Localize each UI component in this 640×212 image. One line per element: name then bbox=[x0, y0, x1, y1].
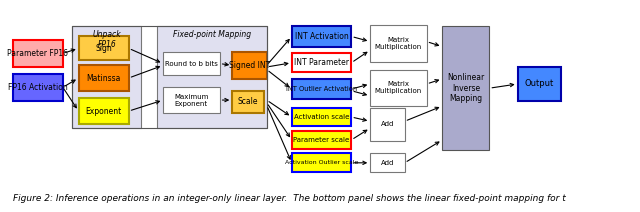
FancyBboxPatch shape bbox=[292, 53, 351, 72]
FancyBboxPatch shape bbox=[79, 36, 129, 60]
Text: Sign: Sign bbox=[95, 44, 112, 53]
FancyBboxPatch shape bbox=[163, 52, 220, 75]
Text: Unpack
FP16: Unpack FP16 bbox=[92, 30, 121, 49]
FancyBboxPatch shape bbox=[79, 65, 129, 91]
Text: Output: Output bbox=[525, 80, 554, 88]
FancyBboxPatch shape bbox=[72, 26, 141, 128]
Text: Nonlinear
Inverse
Mapping: Nonlinear Inverse Mapping bbox=[447, 73, 484, 103]
Text: Add: Add bbox=[381, 121, 394, 127]
FancyBboxPatch shape bbox=[292, 131, 351, 149]
Text: Signed INT: Signed INT bbox=[229, 61, 270, 70]
Text: INT Outlier Activation: INT Outlier Activation bbox=[286, 86, 357, 92]
FancyBboxPatch shape bbox=[79, 98, 129, 124]
Text: Round to b bits: Round to b bits bbox=[165, 61, 218, 67]
FancyBboxPatch shape bbox=[232, 91, 264, 113]
FancyBboxPatch shape bbox=[292, 153, 351, 172]
Text: INT Activation: INT Activation bbox=[294, 32, 348, 41]
FancyBboxPatch shape bbox=[370, 70, 427, 106]
FancyBboxPatch shape bbox=[370, 108, 404, 141]
Text: Add: Add bbox=[381, 160, 394, 166]
Text: Activation scale: Activation scale bbox=[294, 114, 349, 120]
FancyBboxPatch shape bbox=[292, 79, 351, 99]
FancyBboxPatch shape bbox=[370, 25, 427, 62]
Text: Matrix
Multiplication: Matrix Multiplication bbox=[375, 37, 422, 50]
FancyBboxPatch shape bbox=[232, 52, 267, 79]
Text: Maximum
Exponent: Maximum Exponent bbox=[174, 93, 209, 107]
Text: INT Parameter: INT Parameter bbox=[294, 58, 349, 67]
Text: Fixed-point Mapping: Fixed-point Mapping bbox=[173, 30, 251, 39]
FancyBboxPatch shape bbox=[292, 108, 351, 126]
Text: Matrix
Multiplication: Matrix Multiplication bbox=[375, 81, 422, 94]
FancyBboxPatch shape bbox=[370, 153, 404, 172]
FancyBboxPatch shape bbox=[518, 67, 561, 101]
Text: Figure 2: Inference operations in an integer-only linear layer.  The bottom pane: Figure 2: Inference operations in an int… bbox=[13, 194, 565, 203]
FancyBboxPatch shape bbox=[13, 74, 63, 101]
Text: Matinssa: Matinssa bbox=[86, 74, 121, 82]
Text: Scale: Scale bbox=[237, 97, 258, 106]
Text: Parameter scale: Parameter scale bbox=[294, 137, 349, 143]
FancyBboxPatch shape bbox=[163, 87, 220, 113]
Text: Exponent: Exponent bbox=[86, 107, 122, 116]
Text: FP16 Activation: FP16 Activation bbox=[8, 83, 68, 92]
Text: Activation Outlier scale: Activation Outlier scale bbox=[285, 160, 358, 165]
FancyBboxPatch shape bbox=[157, 26, 267, 128]
FancyBboxPatch shape bbox=[292, 26, 351, 47]
Text: Parameter FP16: Parameter FP16 bbox=[7, 49, 68, 58]
FancyBboxPatch shape bbox=[13, 40, 63, 67]
FancyBboxPatch shape bbox=[442, 26, 490, 150]
